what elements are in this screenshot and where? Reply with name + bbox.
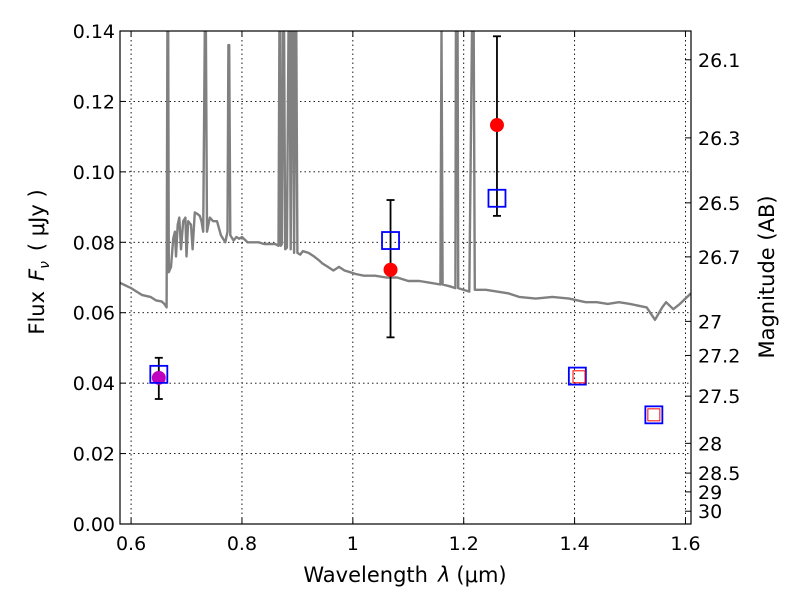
y-axis-title-text: Flux: [25, 291, 49, 335]
y-tick-label: 0.08: [73, 232, 115, 254]
x-axis-lambda: λ: [437, 563, 450, 587]
grid-lines: [120, 31, 691, 524]
y-tick-label: 0.12: [73, 91, 115, 113]
model-spectrum: [120, 31, 691, 321]
y2-tick-label: 28: [698, 433, 722, 455]
y2-tick-label: 29: [698, 482, 722, 504]
model-photometry-square: [644, 405, 664, 425]
y-axis-flux-symbol: F: [25, 268, 49, 281]
x-tick-label: 1.4: [559, 533, 589, 555]
upper-limit-square: [572, 370, 586, 384]
plot-background: [120, 31, 691, 524]
x-tick-label: 1.6: [670, 533, 700, 555]
axis-ticks: 0.6 0.8 1 1.2 1.4 1.6 0.00 0.02 0.04 0.06 0.08 0.10…: [73, 21, 741, 555]
x-tick-label: 1.2: [449, 533, 479, 555]
y2-tick-label: 28.5: [698, 463, 740, 485]
y-tick-label: 0.02: [73, 444, 115, 466]
data-markers: [149, 35, 664, 425]
model-spectrum-line: [120, 31, 691, 321]
data-point-circle: [383, 262, 398, 277]
plot-frame: [119, 30, 692, 525]
model-photometry-square: [381, 231, 400, 250]
y-tick-label: 0.04: [73, 373, 115, 395]
y2-axis-title: Magnitude (AB): [755, 195, 779, 358]
y2-tick-label: 30: [698, 501, 722, 523]
y-tick-label: 0.10: [73, 162, 115, 184]
upper-limit-square: [647, 408, 661, 422]
y-tick-label: 0.14: [73, 21, 115, 43]
y-axis-title: Flux Fν ( μJy ): [25, 189, 53, 334]
x-tick-label: 1: [347, 533, 359, 555]
y2-tick-label: 27: [698, 311, 722, 333]
x-axis-title-text: Wavelength: [303, 563, 428, 587]
model-photometry-square: [487, 188, 507, 208]
x-axis-unit: (μm): [456, 563, 506, 587]
data-point-circle: [489, 118, 504, 133]
model-photometry-square: [567, 366, 587, 386]
x-tick-label: 0.6: [116, 533, 146, 555]
y2-tick-label: 26.5: [698, 193, 740, 215]
data-point-circle: [151, 370, 166, 385]
y2-tick-label: 27.5: [698, 386, 740, 408]
model-photometry-square: [149, 364, 169, 384]
y2-tick-label: 26.7: [698, 247, 740, 269]
y-axis-flux-subscript: ν: [37, 261, 53, 269]
y-axis-unit: ( μJy ): [25, 189, 49, 251]
y2-tick-label: 26.3: [698, 128, 740, 150]
y-tick-label: 0.06: [73, 303, 115, 325]
y2-tick-label: 27.2: [698, 345, 740, 367]
x-axis-title: Wavelength λ (μm): [303, 563, 506, 587]
x-tick-label: 0.8: [227, 533, 257, 555]
y-tick-label: 0.00: [73, 514, 115, 536]
y2-tick-label: 26.1: [698, 50, 740, 72]
